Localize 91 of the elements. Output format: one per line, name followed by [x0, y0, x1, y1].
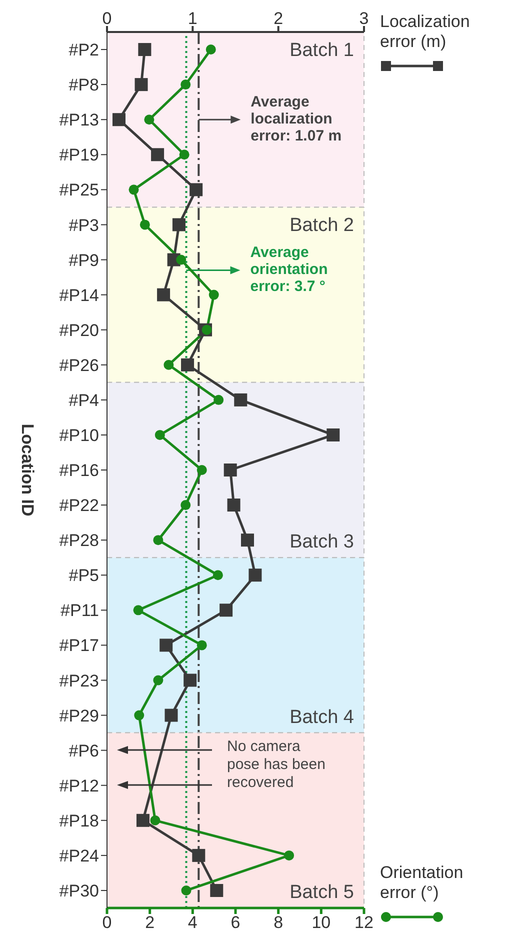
- x-tick-label: 10: [312, 913, 331, 932]
- point: [134, 78, 148, 92]
- y-tick-label: #P20: [59, 320, 99, 340]
- point: [128, 184, 139, 195]
- band-label: Batch 2: [290, 215, 354, 236]
- point: [134, 710, 144, 720]
- point: [133, 605, 144, 616]
- point: [160, 638, 173, 652]
- point: [196, 640, 207, 650]
- point: [176, 254, 186, 265]
- y-tick-label: #P3: [68, 216, 99, 235]
- y-tick-label: #P22: [59, 496, 99, 516]
- band-label: Batch 1: [290, 40, 354, 61]
- y-tick-label: #P8: [68, 76, 99, 95]
- text: Localization error (m): [380, 12, 471, 52]
- y-tick-label: #P29: [59, 706, 99, 726]
- point: [196, 465, 207, 475]
- y-tick-label: #P24: [59, 846, 99, 866]
- y-tick-label: #P2: [68, 40, 99, 60]
- text: Orientation error (°): [380, 863, 464, 903]
- x2-tick-label: 3: [359, 9, 369, 28]
- point: [208, 290, 219, 300]
- point: [150, 815, 160, 826]
- point: [164, 360, 174, 370]
- y-tick-label: #P18: [59, 811, 99, 830]
- x-tick-label: 0: [102, 913, 112, 932]
- point: [164, 708, 178, 722]
- y-tick-label: #P23: [59, 671, 99, 690]
- point: [220, 604, 233, 617]
- point: [181, 358, 194, 372]
- point: [206, 44, 216, 55]
- point: [190, 183, 203, 196]
- y-tick-label: #P19: [59, 146, 99, 165]
- point: [210, 884, 224, 897]
- y-tick-label: #P10: [59, 426, 99, 445]
- point: [157, 288, 170, 302]
- y-tick-label: #P9: [68, 250, 99, 270]
- point: [151, 148, 164, 162]
- point: [192, 848, 206, 862]
- point: [144, 114, 154, 125]
- y-tick-label: #P26: [59, 356, 99, 375]
- x-tick-label: 12: [354, 913, 374, 932]
- point: [179, 150, 190, 160]
- band-label: Batch 4: [290, 706, 354, 728]
- point: [240, 534, 254, 547]
- y-tick-label: #P11: [60, 601, 99, 620]
- x-tick-label: 8: [274, 913, 284, 932]
- x-tick-label: 4: [188, 913, 198, 932]
- point: [214, 394, 224, 405]
- point: [326, 428, 340, 442]
- y-tick-label: #P17: [59, 636, 99, 656]
- band-label: Batch 3: [290, 532, 354, 553]
- point: [140, 220, 150, 230]
- point: [224, 464, 237, 476]
- point: [234, 393, 248, 406]
- y-axis-title: Location ID: [18, 424, 37, 516]
- point: [112, 113, 126, 126]
- point: [202, 324, 212, 335]
- x-tick-label: 2: [145, 913, 155, 932]
- point: [248, 568, 262, 582]
- point: [212, 570, 223, 580]
- y-tick-label: #P14: [59, 286, 99, 305]
- ref-line-label: Average orientation error: 3.7 °: [250, 244, 328, 296]
- y-tick-label: #P4: [68, 390, 99, 410]
- annotation: No camera pose has been recovered: [227, 738, 326, 792]
- y-tick-label: #P13: [59, 110, 99, 130]
- point: [136, 814, 150, 827]
- x-tick-label: 6: [230, 913, 240, 932]
- point: [180, 80, 191, 90]
- y-tick-label: #P12: [59, 776, 99, 796]
- point: [154, 430, 165, 440]
- point: [184, 674, 197, 687]
- x2-tick-label: 0: [102, 9, 112, 28]
- point: [181, 885, 192, 896]
- point: [153, 675, 164, 686]
- y-tick-label: #P5: [68, 566, 99, 586]
- y-tick-label: #P16: [59, 461, 99, 480]
- point: [284, 850, 294, 860]
- x2-tick-label: 2: [274, 9, 284, 28]
- point: [180, 500, 191, 510]
- point: [153, 535, 164, 546]
- x2-tick-label: 1: [188, 9, 198, 28]
- point: [172, 218, 186, 232]
- y-tick-label: #P28: [59, 531, 99, 550]
- point: [138, 43, 152, 56]
- y-tick-label: #P25: [59, 180, 99, 200]
- band-label: Batch 5: [290, 882, 354, 903]
- y-tick-label: #P30: [59, 882, 99, 901]
- y-tick-label: #P6: [68, 741, 99, 760]
- ref-line-label: Average localization error: 1.07 m: [250, 94, 342, 145]
- point: [227, 498, 240, 512]
